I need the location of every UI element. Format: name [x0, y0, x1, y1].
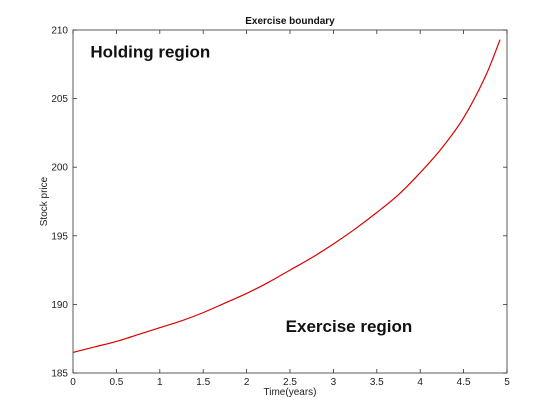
y-tick-label: 195: [51, 231, 68, 242]
exercise-boundary-line: [72, 39, 501, 354]
x-tick-label: 3.5: [370, 377, 384, 388]
x-tick-label: 2: [244, 377, 250, 388]
region-annotations: Holding region Exercise region: [90, 42, 412, 335]
axis-ticks: [72, 29, 508, 374]
x-tick-label: 3: [331, 377, 337, 388]
y-tick-label: 210: [51, 26, 68, 37]
y-tick-label: 185: [51, 369, 68, 380]
x-tick-label: 0.5: [109, 377, 123, 388]
axis-tick-labels: 0 0.5 1 1.5 2 2.5 3 3.5 4 4.5 5 185 190 195 200 205 210: [51, 26, 510, 389]
y-axis-label: Stock price: [39, 176, 50, 226]
x-tick-label: 1.5: [196, 377, 210, 388]
y-tick-label: 200: [51, 163, 68, 174]
x-tick-label: 2.5: [283, 377, 297, 388]
x-tick-label: 0: [70, 377, 76, 388]
x-tick-label: 5: [504, 377, 510, 388]
x-axis-label: Time(years): [264, 387, 317, 398]
y-tick-label: 205: [51, 94, 68, 105]
y-tick-label: 190: [51, 300, 68, 311]
chart-title: Exercise boundary: [245, 16, 335, 27]
holding-region-label: Holding region: [90, 42, 210, 61]
x-tick-label: 1: [157, 377, 163, 388]
exercise-region-label: Exercise region: [286, 317, 413, 336]
x-tick-label: 4: [417, 377, 423, 388]
x-tick-label: 4.5: [457, 377, 471, 388]
